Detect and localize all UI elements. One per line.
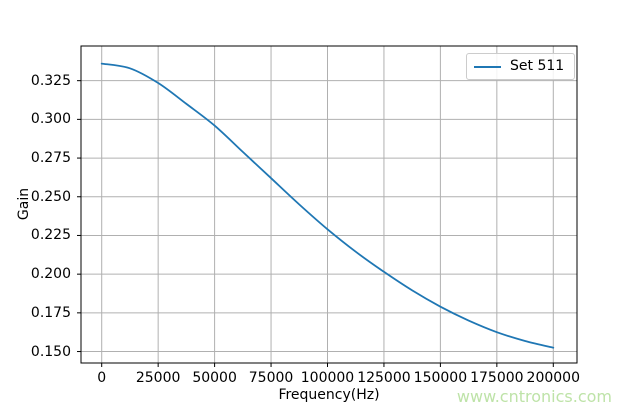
plot-border (80, 45, 578, 364)
x-axis-label: Frequency(Hz) (278, 387, 380, 403)
x-tick-label: 150000 (413, 370, 468, 386)
x-tick-label: 100000 (300, 370, 355, 386)
y-tick-label: 0.325 (30, 72, 71, 89)
y-tick-label: 0.175 (30, 304, 71, 321)
y-tick-label: 0.200 (30, 266, 71, 283)
legend: Set 511 (466, 53, 576, 80)
y-tick-label: 0.300 (30, 111, 71, 128)
legend-line-sample (474, 65, 501, 68)
x-tick-label: 125000 (357, 370, 411, 386)
y-tick-label: 0.250 (30, 188, 71, 205)
y-tick-label: 0.275 (30, 150, 71, 167)
watermark: www.cntronics.com (456, 387, 612, 406)
x-tick-label: 200000 (526, 370, 581, 386)
x-tick-label: 50000 (192, 370, 237, 386)
legend-label: Set 511 (510, 58, 565, 74)
y-tick-label: 0.225 (30, 227, 71, 244)
y-tick-label: 0.150 (30, 343, 71, 360)
x-tick-label: 175000 (470, 370, 524, 386)
x-tick-label: 0 (97, 370, 107, 386)
x-tick-label: 25000 (135, 370, 181, 386)
series-line (100, 62, 555, 349)
x-tick-label: 75000 (248, 370, 294, 386)
y-axis-label: Gain (16, 187, 32, 221)
